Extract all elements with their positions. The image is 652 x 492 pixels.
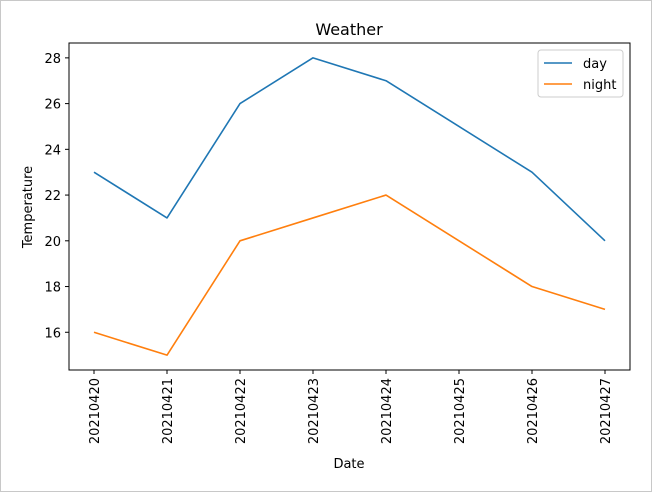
x-tick-label: 20210427 [599,378,614,444]
y-tick-label: 16 [44,326,61,341]
y-tick-label: 24 [44,143,61,158]
x-tick-label: 20210423 [307,378,322,444]
x-tick-label: 20210422 [234,378,249,444]
plot-frame [68,42,631,371]
legend-label-day: day [583,57,607,72]
series-line-night [93,194,606,356]
y-tick-label: 26 [44,98,61,113]
series-lines [93,57,606,356]
x-tick-label: 20210425 [453,378,468,444]
y-tick-label: 18 [44,281,61,296]
x-tick-label: 20210424 [380,378,395,444]
axes: 16 18 20 22 24 26 28 20210420 20210421 20210422 20… [44,42,631,444]
x-tick-label: 20210420 [88,378,103,444]
y-axis-label: Temperature [21,166,36,249]
series-line-day [93,57,606,242]
legend-label-night: night [583,78,616,93]
legend-box [537,49,624,98]
y-tick-label: 28 [44,52,61,67]
x-tick-label: 20210421 [161,378,176,444]
x-tick-label: 20210426 [526,378,541,444]
chart-title: Weather [315,20,383,39]
x-axis-label: Date [333,457,364,472]
y-tick-label: 20 [44,235,61,250]
y-tick-label: 22 [44,189,61,204]
legend: day night [537,49,624,98]
